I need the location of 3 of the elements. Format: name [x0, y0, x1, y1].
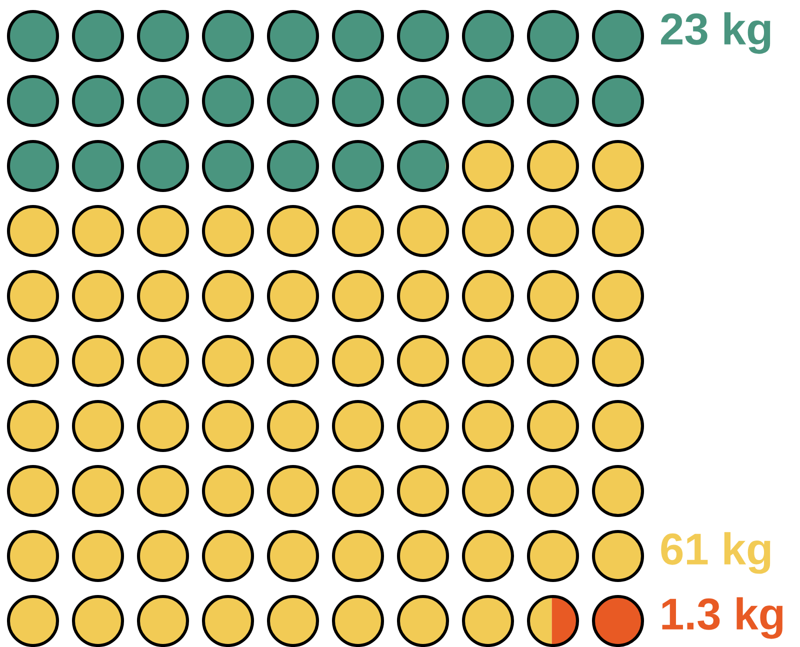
data-label: 1.3 kg	[662, 597, 783, 639]
data-label: 23 kg	[661, 12, 770, 54]
data-label: 61 kg	[661, 532, 770, 574]
